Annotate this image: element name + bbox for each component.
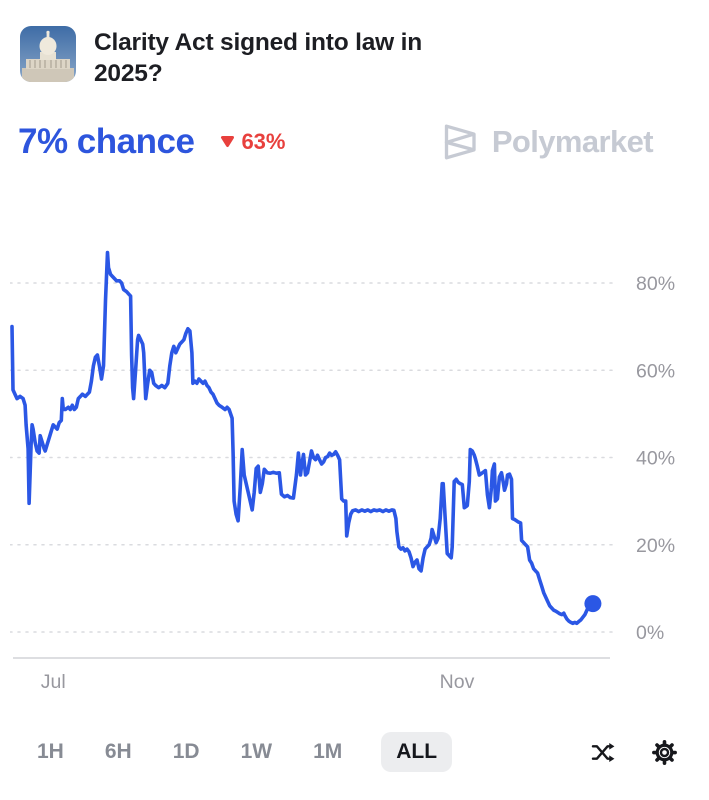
timeframe-1h-button[interactable]: 1H [35,732,66,772]
settings-button[interactable] [648,736,681,769]
probability-line-chart: 0% 20% 40% 60% 80% Jul Nov [9,250,675,693]
shuffle-icon [591,742,615,762]
y-axis-label-80%: 80% [636,273,675,295]
timeframe-1w-button[interactable]: 1W [239,732,275,772]
probability-line [10,250,595,626]
timeframe-selector: 1H 6H 1D 1W 1M ALL [35,732,453,772]
polymarket-wordmark: Polymarket [491,123,654,159]
chance-value: 7% chance [18,121,195,161]
market-thumbnail [20,26,76,82]
chart-area: 0% 20% 40% 60% 80% Jul Nov [9,238,705,693]
gear-icon [652,739,677,765]
timeframe-1d-button[interactable]: 1D [171,732,202,772]
timeframe-all-button[interactable]: ALL [381,732,453,772]
timeframe-6h-button[interactable]: 6H [103,732,134,772]
change-percent: 63% [241,128,286,154]
stats-row: 7% chance 63% Polymarket [0,120,709,164]
y-axis-label-60%: 60% [636,360,675,382]
market-title: Clarity Act signed into law in 2025? [94,29,422,87]
current-value-dot [584,595,602,613]
capitol-image [20,26,76,82]
footer-icons [587,736,709,769]
change-indicator: 63% [220,129,285,155]
y-axis-label-20%: 20% [636,535,675,557]
polymarket-logo[interactable]: Polymarket [439,119,654,165]
polymarket-logo-mark [444,124,476,160]
timeframe-1m-button[interactable]: 1M [311,732,344,772]
y-axis-label-0%: 0% [636,622,664,644]
header: Clarity Act signed into law in 2025? [0,0,709,90]
triangle-down-icon [221,136,235,148]
x-axis-label-Nov: Nov [440,671,475,693]
shuffle-button[interactable] [587,737,618,768]
x-axis-label-Jul: Jul [41,671,66,693]
y-axis-label-40%: 40% [636,448,675,470]
footer-toolbar: 1H 6H 1D 1W 1M ALL [0,730,709,774]
